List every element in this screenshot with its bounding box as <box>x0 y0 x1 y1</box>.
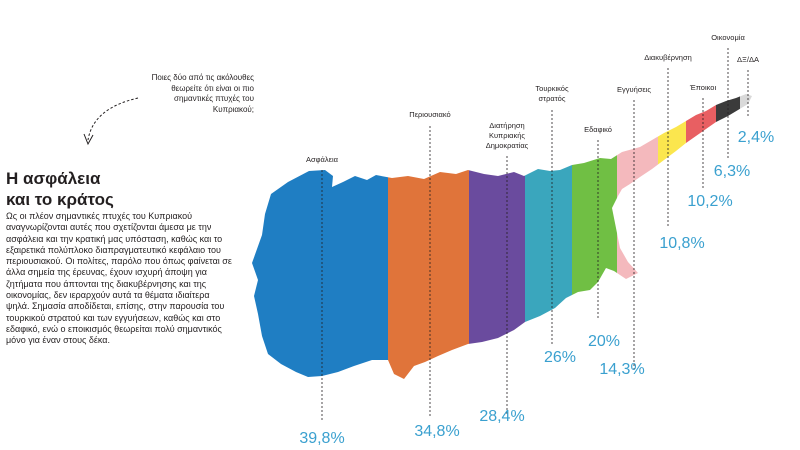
category-label: Τουρκικός <box>535 84 569 93</box>
question-arrow-head <box>83 133 94 146</box>
value-label: 10,2% <box>687 193 732 210</box>
value-labels: 39,8% 34,8% 28,4% 26% 20% 14,3% 10,8% 10,2% 6,3%… <box>299 129 774 447</box>
category-label: Έποικοι <box>689 83 717 92</box>
value-label: 20% <box>588 333 620 350</box>
value-label: 26% <box>544 349 576 366</box>
category-label: Διατήρηση <box>489 121 524 130</box>
band-asfaleia <box>252 94 388 379</box>
band-periousiako <box>388 94 469 379</box>
value-label: 34,8% <box>414 423 459 440</box>
category-label: στρατός <box>539 94 566 103</box>
category-label: ΔΞ/ΔΑ <box>737 55 759 64</box>
value-label: 28,4% <box>479 408 524 425</box>
value-label: 10,8% <box>659 235 704 252</box>
leader-lines <box>321 48 749 420</box>
body-paragraph: Ως οι πλέον σημαντικές πτυχές του Κυπρια… <box>6 211 232 346</box>
band-dx-da <box>740 94 752 379</box>
value-label: 6,3% <box>714 163 750 180</box>
category-label: Δημοκρατίας <box>486 141 529 150</box>
page-title: Η ασφάλεια και το κράτος <box>6 169 114 209</box>
value-label: 39,8% <box>299 430 344 447</box>
value-label: 14,3% <box>599 361 644 378</box>
category-label: Εδαφικό <box>584 125 612 134</box>
category-label: Περιουσιακό <box>409 110 450 119</box>
category-labels: Ασφάλεια Περιουσιακό ΔιατήρησηΚυπριακήςΔημ… <box>306 33 759 164</box>
category-label: Εγγυήσεις <box>617 85 651 94</box>
value-label: 2,4% <box>738 129 774 146</box>
category-label: Ασφάλεια <box>306 155 339 164</box>
category-label: Διακυβέρνηση <box>644 53 692 62</box>
question-arrow <box>87 97 139 141</box>
band-engyiseis <box>617 94 658 379</box>
category-label: Οικονομία <box>711 33 745 42</box>
survey-question: Ποιες δύο από τις ακόλουθες θεωρείτε ότι… <box>151 73 254 114</box>
category-label: Κυπριακής <box>489 131 525 140</box>
